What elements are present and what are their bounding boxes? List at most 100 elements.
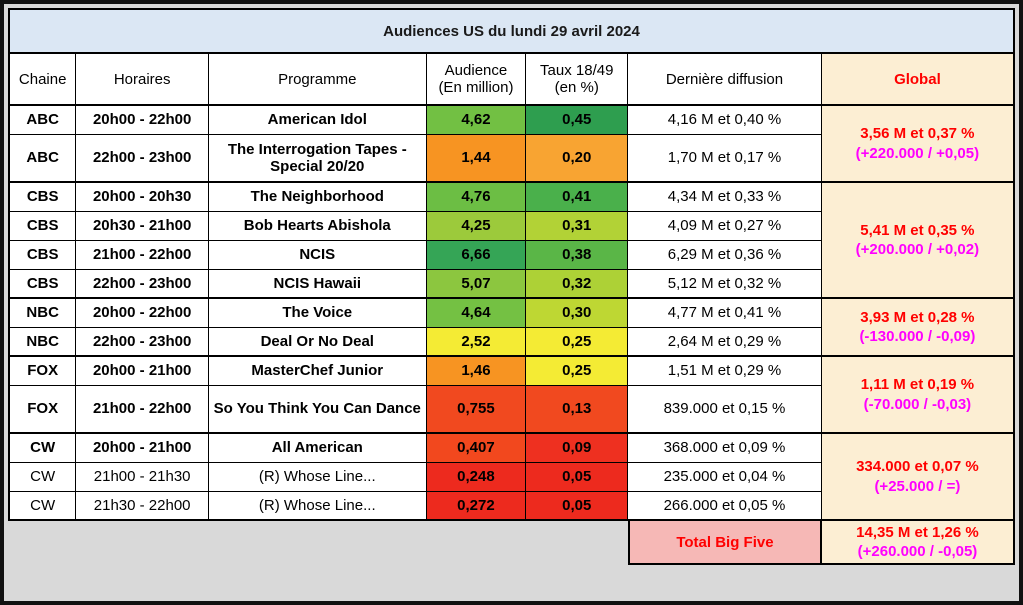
horaires-cell: 20h30 - 21h00 — [75, 210, 209, 241]
audience-cell: 0,248 — [425, 461, 527, 492]
horaires-cell: 20h00 - 21h00 — [75, 355, 209, 386]
derniere-cell: 4,16 M et 0,40 % — [627, 104, 822, 135]
derniere-cell: 266.000 et 0,05 % — [627, 490, 822, 521]
horaires-cell: 22h00 - 23h00 — [75, 268, 209, 299]
programme-cell: So You Think You Can Dance — [207, 384, 427, 434]
derniere-cell: 4,77 M et 0,41 % — [627, 297, 822, 328]
audience-cell: 4,64 — [425, 297, 527, 328]
programme-cell: (R) Whose Line... — [207, 461, 427, 492]
horaires-cell: 22h00 - 23h00 — [75, 326, 209, 357]
chaine-cell: CBS — [8, 239, 77, 270]
audience-cell: 4,62 — [425, 104, 527, 135]
footer-spacer — [8, 519, 628, 565]
horaires-cell: 21h30 - 22h00 — [75, 490, 209, 521]
chaine-cell: NBC — [8, 297, 77, 328]
chaine-cell: NBC — [8, 326, 77, 357]
table-row: NBC 20h00 - 22h00 The Voice 4,64 0,30 4,… — [8, 297, 1015, 357]
horaires-cell: 21h00 - 22h00 — [75, 384, 209, 434]
taux-cell: 0,31 — [525, 210, 629, 241]
col-header-audience-line1: Audience — [444, 62, 508, 79]
chaine-cell: CW — [8, 432, 77, 463]
col-header-horaires: Horaires — [75, 52, 209, 106]
chaine-cell: CW — [8, 461, 77, 492]
audience-cell: 6,66 — [425, 239, 527, 270]
derniere-cell: 368.000 et 0,09 % — [627, 432, 822, 463]
total-big-five-label: Total Big Five — [627, 519, 822, 565]
programme-cell: American Idol — [207, 104, 427, 135]
audience-cell: 0,407 — [425, 432, 527, 463]
audience-cell: 0,755 — [425, 384, 527, 434]
table-row: CBS 22h00 - 23h00 NCIS Hawaii 5,07 0,32 … — [8, 268, 1014, 299]
col-header-taux: Taux 18/49 (en %) — [525, 52, 629, 106]
programme-cell: NCIS Hawaii — [207, 268, 427, 299]
header-row: Chaine Horaires Programme Audience (En m… — [8, 52, 1015, 106]
derniere-cell: 1,70 M et 0,17 % — [627, 133, 822, 183]
taux-cell: 0,09 — [525, 432, 629, 463]
global-cell: 334.000 et 0,07 % (+25.000 / =) — [820, 432, 1015, 521]
global-value: 5,41 M et 0,35 % — [860, 221, 975, 239]
global-cell: 1,11 M et 0,19 % (-70.000 / -0,03) — [820, 355, 1015, 434]
table-row: CW 21h00 - 21h30 (R) Whose Line... 0,248… — [8, 461, 1014, 492]
audience-cell: 2,52 — [425, 326, 527, 357]
derniere-cell: 839.000 et 0,15 % — [627, 384, 822, 434]
taux-cell: 0,05 — [525, 490, 629, 521]
chaine-cell: ABC — [8, 133, 77, 183]
page-title: Audiences US du lundi 29 avril 2024 — [8, 8, 1015, 54]
chaine-cell: FOX — [8, 355, 77, 386]
table-row: CBS 20h00 - 20h30 The Neighborhood 4,76 … — [8, 181, 1015, 299]
chaine-cell: CBS — [8, 181, 77, 212]
audience-cell: 0,272 — [425, 490, 527, 521]
global-delta: (-70.000 / -0,03) — [863, 395, 972, 413]
total-global-cell: 14,35 M et 1,26 % (+260.000 / -0,05) — [821, 519, 1015, 565]
taux-cell: 0,20 — [525, 133, 629, 183]
programme-cell: The Neighborhood — [207, 181, 427, 212]
total-global-value: 14,35 M et 1,26 % — [856, 523, 979, 541]
programme-cell: The Interrogation Tapes - Special 20/20 — [207, 133, 427, 183]
chaine-cell: FOX — [8, 384, 77, 434]
taux-cell: 0,13 — [525, 384, 629, 434]
table-row: ABC 20h00 - 22h00 American Idol 4,62 0,4… — [8, 104, 1015, 183]
taux-cell: 0,32 — [525, 268, 629, 299]
taux-cell: 0,25 — [525, 326, 629, 357]
taux-cell: 0,45 — [525, 104, 629, 135]
taux-cell: 0,41 — [525, 181, 629, 212]
col-header-taux-line1: Taux 18/49 — [540, 62, 614, 79]
programme-cell: NCIS — [207, 239, 427, 270]
table-row: NBC 22h00 - 23h00 Deal Or No Deal 2,52 0… — [8, 326, 1014, 357]
col-header-global: Global — [820, 52, 1015, 106]
col-header-taux-line2: (en %) — [554, 79, 599, 96]
global-value: 1,11 M et 0,19 % — [860, 376, 975, 393]
derniere-cell: 4,09 M et 0,27 % — [627, 210, 822, 241]
col-header-chaine: Chaine — [8, 52, 77, 106]
global-cell: 5,41 M et 0,35 % (+200.000 / +0,02) — [820, 181, 1015, 299]
total-global-delta: (+260.000 / -0,05) — [857, 543, 978, 560]
taux-cell: 0,30 — [525, 297, 629, 328]
col-header-programme: Programme — [207, 52, 427, 106]
horaires-cell: 20h00 - 20h30 — [75, 181, 209, 212]
global-delta: (+200.000 / +0,02) — [855, 241, 980, 258]
derniere-cell: 4,34 M et 0,33 % — [627, 181, 822, 212]
programme-cell: The Voice — [207, 297, 427, 328]
taux-cell: 0,25 — [525, 355, 629, 386]
col-header-derniere: Dernière diffusion — [627, 52, 822, 106]
horaires-cell: 20h00 - 21h00 — [75, 432, 209, 463]
global-delta: (+25.000 / =) — [874, 477, 961, 495]
total-row: Total Big Five 14,35 M et 1,26 % (+260.0… — [8, 519, 1015, 565]
taux-cell: 0,05 — [525, 461, 629, 492]
derniere-cell: 2,64 M et 0,29 % — [627, 326, 822, 357]
global-delta: (-130.000 / -0,09) — [859, 328, 976, 345]
table-row: ABC 22h00 - 23h00 The Interrogation Tape… — [8, 133, 1014, 183]
global-value: 334.000 et 0,07 % — [856, 458, 979, 475]
horaires-cell: 20h00 - 22h00 — [75, 104, 209, 135]
horaires-cell: 21h00 - 22h00 — [75, 239, 209, 270]
derniere-cell: 1,51 M et 0,29 % — [627, 355, 822, 386]
derniere-cell: 6,29 M et 0,36 % — [627, 239, 822, 270]
programme-cell: (R) Whose Line... — [207, 490, 427, 521]
table-row: CBS 21h00 - 22h00 NCIS 6,66 0,38 6,29 M … — [8, 239, 1014, 270]
taux-cell: 0,38 — [525, 239, 629, 270]
global-cell: 3,93 M et 0,28 % (-130.000 / -0,09) — [820, 297, 1015, 357]
audience-cell: 1,44 — [425, 133, 527, 183]
col-header-audience: Audience (En million) — [425, 52, 527, 106]
global-value: 3,93 M et 0,28 % — [860, 308, 975, 326]
